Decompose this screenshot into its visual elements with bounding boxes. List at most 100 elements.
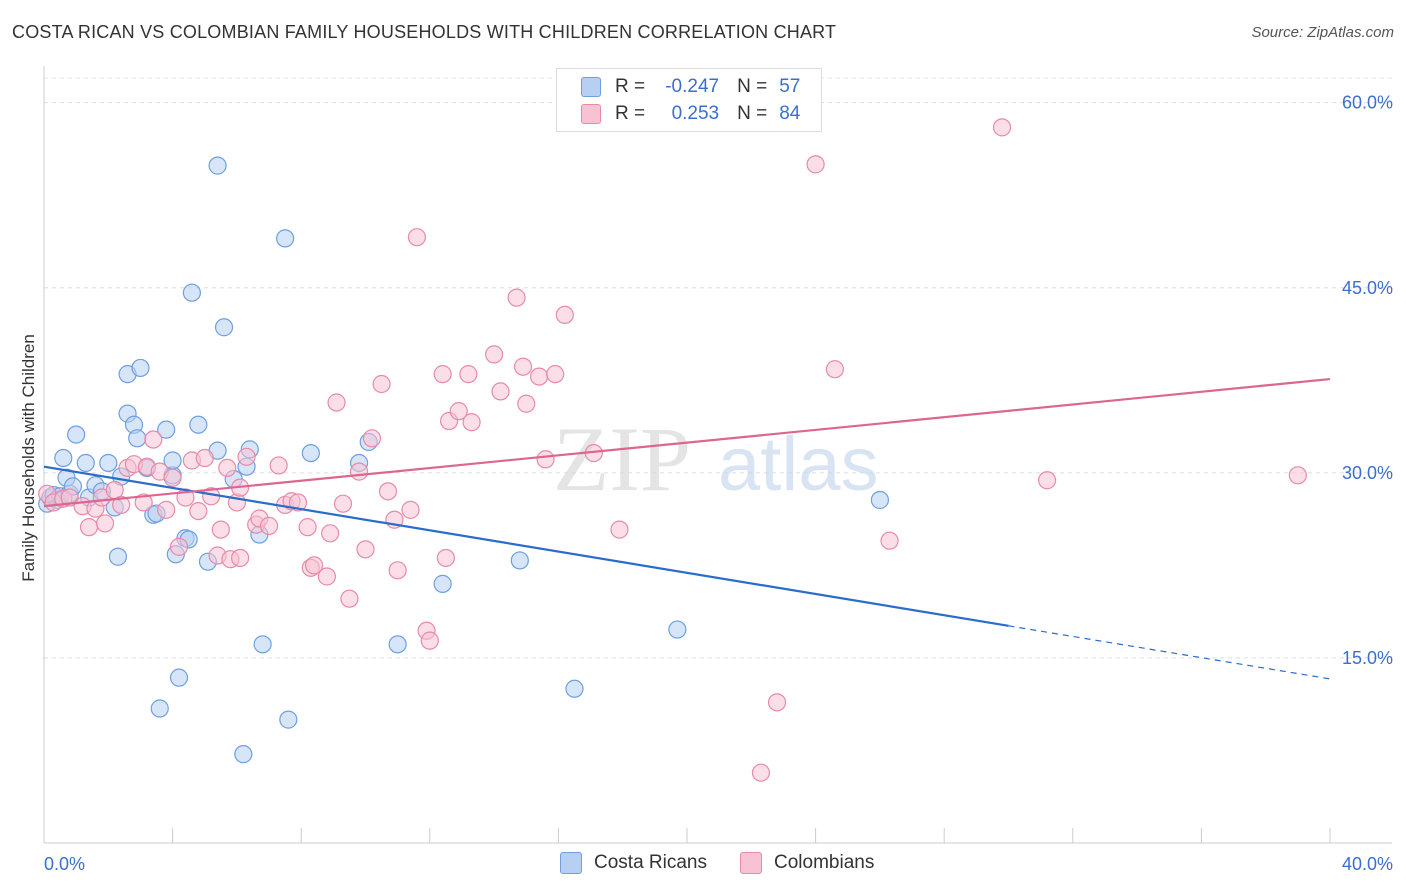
x-tick-label-max: 40.0% xyxy=(1342,854,1393,874)
point-costa-rican xyxy=(234,745,253,764)
point-costa-rican xyxy=(131,358,150,378)
watermark-atlas: atlas xyxy=(718,422,879,507)
y-tick-label: 30.0% xyxy=(1342,463,1393,483)
point-costa-rican xyxy=(668,620,687,639)
point-costa-rican xyxy=(54,448,73,468)
point-colombian xyxy=(288,493,308,512)
grid-lines xyxy=(44,77,1392,659)
point-colombian xyxy=(1288,466,1307,485)
point-costa-rican xyxy=(128,429,147,448)
point-costa-rican xyxy=(67,425,86,444)
point-colombian xyxy=(356,540,375,559)
bottom-legend-colombian: Colombians xyxy=(740,852,874,874)
legend-row-colombian: R = 0.253 N = 84 xyxy=(581,101,800,127)
point-costa-rican xyxy=(870,490,890,510)
point-costa-rican xyxy=(214,318,234,337)
legend-n-label: N = xyxy=(737,76,768,97)
point-colombian xyxy=(880,531,899,550)
point-colombian xyxy=(992,118,1012,137)
point-colombian xyxy=(388,561,407,580)
point-colombian xyxy=(321,524,340,543)
bottom-label-colombian: Colombians xyxy=(774,852,875,873)
point-colombian xyxy=(218,458,237,478)
point-colombian xyxy=(485,345,504,364)
legend-row-costa: R = -0.247 N = 57 xyxy=(581,74,800,100)
chart-source: Source: ZipAtlas.com xyxy=(1251,24,1394,41)
point-colombian xyxy=(259,516,279,535)
point-colombian xyxy=(237,447,256,466)
point-colombian xyxy=(491,382,510,401)
point-colombian xyxy=(317,567,337,586)
point-costa-rican xyxy=(99,453,118,473)
legend-swatch-colombian xyxy=(581,104,601,124)
point-colombian xyxy=(163,468,182,487)
bottom-swatch-costa xyxy=(560,852,582,874)
point-colombian xyxy=(462,413,481,432)
point-colombian xyxy=(767,693,787,712)
point-colombian xyxy=(362,429,382,448)
point-costa-rican xyxy=(388,635,407,654)
point-colombian xyxy=(507,288,526,307)
point-colombian xyxy=(134,493,153,512)
point-colombian xyxy=(157,500,176,519)
point-costa-rican xyxy=(150,699,169,718)
point-colombian xyxy=(378,482,398,501)
y-tick-label: 15.0% xyxy=(1342,648,1393,668)
point-colombian xyxy=(333,494,353,513)
legend-r-colombian: 0.253 xyxy=(671,103,720,124)
point-colombian xyxy=(555,305,574,325)
point-costa-rican xyxy=(169,668,189,687)
y-tick-label: 60.0% xyxy=(1342,93,1393,113)
point-colombian xyxy=(536,450,555,469)
point-colombian xyxy=(610,520,629,539)
point-colombian xyxy=(530,367,549,386)
point-colombian xyxy=(79,518,99,537)
y-axis-label: Family Households with Children xyxy=(19,334,38,582)
point-colombian xyxy=(298,518,317,537)
point-colombian xyxy=(751,763,771,782)
point-colombian xyxy=(825,360,844,379)
stats-legend: R = -0.247 N = 57 R = 0.253 N = 84 xyxy=(556,68,822,132)
point-colombian xyxy=(112,495,131,515)
point-colombian xyxy=(349,462,369,481)
point-costa-rican xyxy=(253,635,272,654)
point-costa-rican xyxy=(276,229,295,248)
x-tick-label-min: 0.0% xyxy=(44,854,85,874)
point-colombian xyxy=(327,393,346,412)
point-colombian xyxy=(546,365,565,384)
point-costa-rican xyxy=(565,679,584,698)
point-costa-rican xyxy=(208,156,227,175)
watermark-zip: ZIP xyxy=(553,408,691,510)
point-colombian xyxy=(60,488,79,507)
watermark: ZIP atlas xyxy=(553,408,879,510)
y-tick-label: 45.0% xyxy=(1342,278,1393,298)
point-costa-rican xyxy=(433,574,452,593)
point-colombian xyxy=(407,228,427,247)
point-costa-rican xyxy=(279,710,298,729)
chart-title: COSTA RICAN VS COLOMBIAN FAMILY HOUSEHOL… xyxy=(12,22,837,42)
point-costa-rican xyxy=(76,453,95,473)
legend-n-label: N = xyxy=(737,103,768,124)
legend-r-label: R = xyxy=(615,76,646,97)
legend-n-costa: 57 xyxy=(779,76,801,97)
point-colombian xyxy=(269,456,288,475)
point-colombian xyxy=(449,402,468,421)
point-colombian xyxy=(169,537,189,556)
trend-extension-costa xyxy=(1008,625,1331,680)
point-colombian xyxy=(459,365,478,384)
point-colombian xyxy=(195,448,214,468)
point-colombian xyxy=(372,374,391,394)
trend-lines xyxy=(43,377,1331,680)
point-colombian xyxy=(189,501,208,521)
point-colombian xyxy=(304,556,324,575)
legend-r-label: R = xyxy=(615,103,646,124)
point-colombian xyxy=(806,155,825,174)
trend-line-costa xyxy=(43,465,1009,627)
bottom-swatch-colombian xyxy=(740,852,762,874)
point-colombian xyxy=(433,365,452,384)
point-colombian xyxy=(144,430,163,449)
point-colombian xyxy=(231,548,250,568)
point-colombian xyxy=(401,500,420,519)
bottom-legend-costa: Costa Ricans xyxy=(560,852,707,874)
